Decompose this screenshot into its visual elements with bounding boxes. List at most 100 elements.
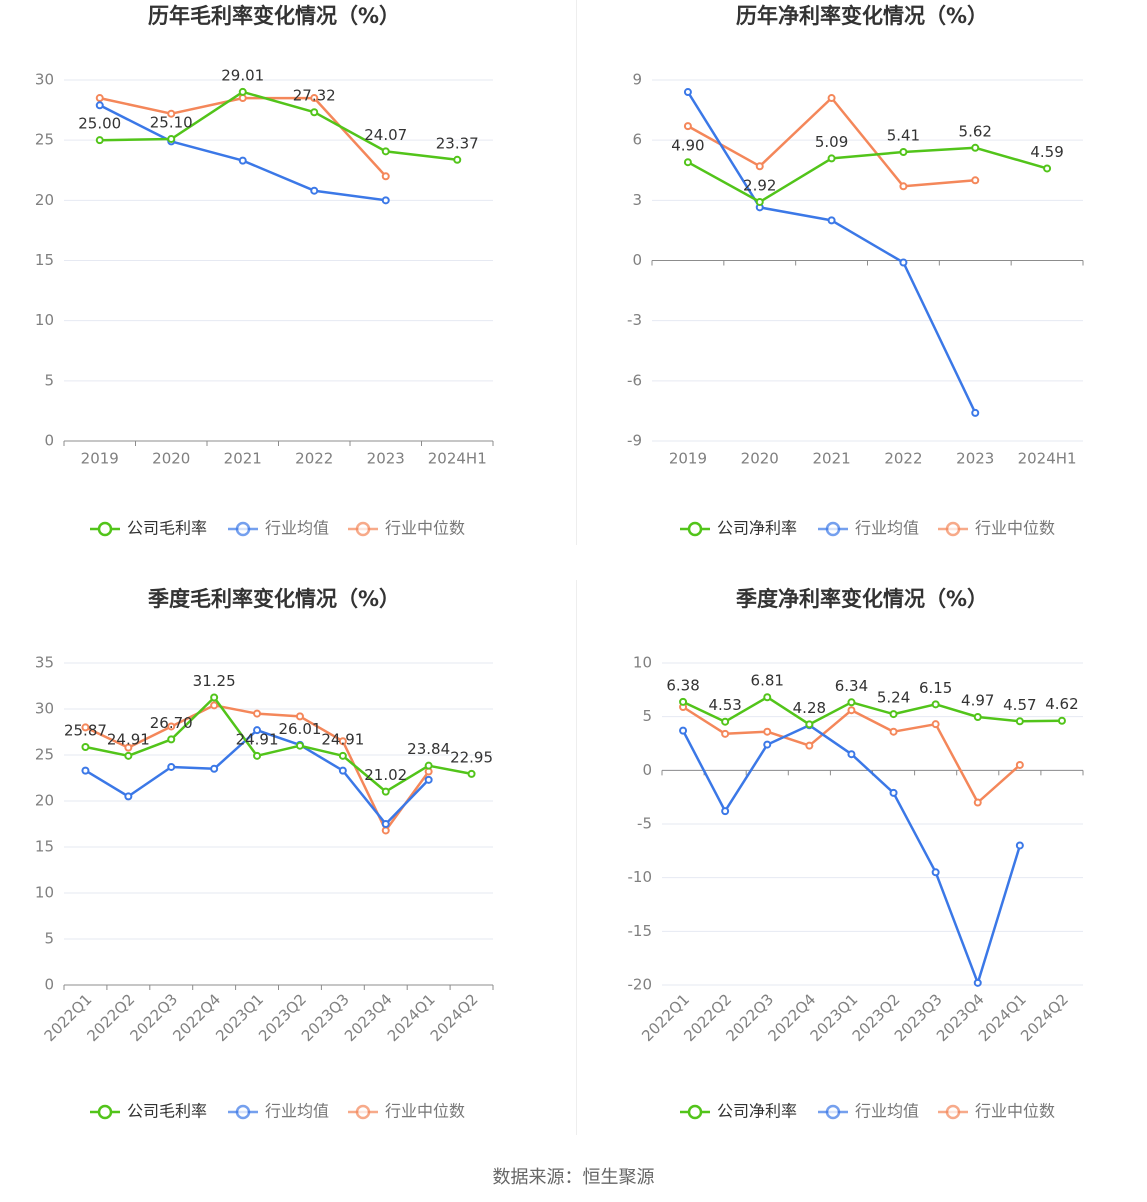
data-point <box>167 722 176 731</box>
data-point <box>210 764 219 773</box>
y-tick-label: 25 <box>35 131 54 149</box>
y-tick-label: -6 <box>627 371 642 389</box>
data-point <box>81 766 90 775</box>
data-point <box>167 762 176 771</box>
data-point <box>683 88 692 97</box>
data-label: 24.07 <box>364 126 407 144</box>
y-tick-label: 15 <box>35 838 54 856</box>
legend-marker <box>945 1104 961 1120</box>
x-tick-label: 2022 <box>295 450 333 468</box>
legend-label: 行业均值 <box>855 1102 919 1121</box>
data-point <box>467 769 476 778</box>
data-point <box>763 740 772 749</box>
data-point <box>295 712 304 721</box>
data-point <box>973 978 982 987</box>
data-point <box>931 868 940 877</box>
data-point <box>763 727 772 736</box>
legend-marker <box>235 521 251 537</box>
data-label: 4.62 <box>1045 695 1078 713</box>
data-label: 25.00 <box>78 115 121 133</box>
data-label: 6.38 <box>666 676 699 694</box>
legend-marker <box>355 1104 371 1120</box>
data-point <box>847 706 856 715</box>
legend-marker <box>825 1104 841 1120</box>
data-point <box>679 697 688 706</box>
data-point <box>381 196 390 205</box>
legend-marker <box>97 1104 113 1120</box>
data-label: 21.02 <box>364 766 407 784</box>
y-tick-label: 0 <box>642 761 652 779</box>
chart-title: 历年净利率变化情况（%） <box>736 4 988 28</box>
chart-title: 历年毛利率变化情况（%） <box>148 4 400 28</box>
y-tick-label: 15 <box>35 251 54 269</box>
data-label: 23.84 <box>407 740 450 758</box>
data-point <box>847 750 856 759</box>
data-point <box>338 737 347 746</box>
data-point <box>424 761 433 770</box>
vertical-divider <box>576 0 577 545</box>
y-tick-label: 20 <box>35 792 54 810</box>
data-point <box>721 729 730 738</box>
y-tick-label: 30 <box>35 71 54 89</box>
legend-label: 行业中位数 <box>385 519 465 538</box>
y-tick-label: 20 <box>35 191 54 209</box>
y-tick-label: -3 <box>627 311 642 329</box>
data-point <box>124 743 133 752</box>
data-point <box>683 158 692 167</box>
data-label: 4.57 <box>1003 696 1036 714</box>
data-point <box>1015 841 1024 850</box>
y-tick-label: 3 <box>632 191 642 209</box>
legend-marker <box>355 521 371 537</box>
data-point <box>1015 760 1024 769</box>
data-point <box>95 136 104 145</box>
data-point <box>679 726 688 735</box>
data-point <box>310 186 319 195</box>
data-point <box>253 709 262 718</box>
chart-title: 季度净利率变化情况（%） <box>736 587 988 611</box>
series-line-0 <box>687 146 1048 204</box>
data-point <box>805 741 814 750</box>
data-label: 5.41 <box>887 126 920 144</box>
data-point <box>827 216 836 225</box>
data-label: 29.01 <box>221 66 264 84</box>
data-point <box>310 108 319 117</box>
data-label: 24.91 <box>321 730 364 748</box>
y-tick-label: 5 <box>642 707 652 725</box>
data-point <box>167 134 176 143</box>
data-point <box>899 147 908 156</box>
data-label: 5.62 <box>959 122 992 140</box>
data-point <box>973 712 982 721</box>
data-point <box>763 693 772 702</box>
data-point <box>381 826 390 835</box>
x-tick-label: 2024H1 <box>1018 450 1077 468</box>
data-point <box>931 720 940 729</box>
x-tick-label: 2020 <box>152 450 190 468</box>
data-point <box>238 156 247 165</box>
y-tick-label: 10 <box>35 311 54 329</box>
y-tick-label: 0 <box>632 251 642 269</box>
data-point <box>295 741 304 750</box>
legend-label: 行业中位数 <box>975 519 1055 538</box>
data-point <box>210 701 219 710</box>
legend-marker <box>235 1104 251 1120</box>
x-tick-label: 2021 <box>812 450 850 468</box>
data-point <box>124 751 133 760</box>
data-point <box>931 700 940 709</box>
legend-label: 行业中位数 <box>385 1102 465 1121</box>
y-tick-label: 0 <box>44 432 54 450</box>
data-point <box>381 147 390 156</box>
data-point <box>721 717 730 726</box>
data-label: 25.10 <box>150 113 193 131</box>
vertical-divider <box>576 580 577 1135</box>
series-line-1 <box>681 724 1022 985</box>
data-point <box>1015 717 1024 726</box>
data-point <box>899 258 908 267</box>
series-line-0 <box>682 695 1063 726</box>
y-tick-label: 9 <box>632 71 642 89</box>
data-label: 4.53 <box>708 696 741 714</box>
data-point <box>971 176 980 185</box>
legend-label: 公司净利率 <box>717 1102 797 1121</box>
legend-label: 行业中位数 <box>975 1102 1055 1121</box>
data-point <box>721 807 730 816</box>
